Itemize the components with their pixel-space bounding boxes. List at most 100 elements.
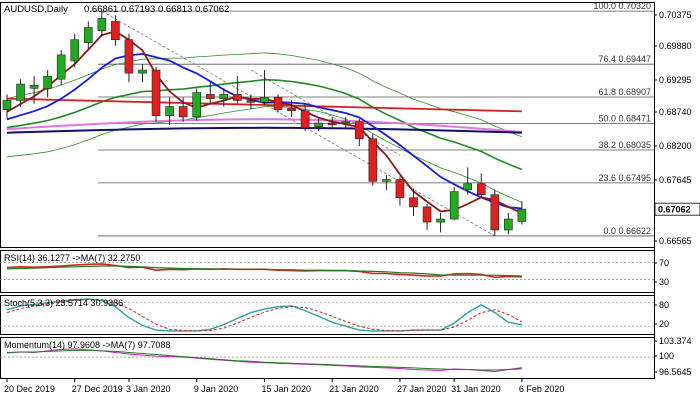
candle-body xyxy=(151,69,161,116)
candle-body xyxy=(138,69,147,74)
date-tick-label: 20 Dec 2019 xyxy=(4,384,55,394)
fibonacci-levels: 100.0 0.70320 76.4 0.69447 61.8 0.68907 50.… xyxy=(90,1,654,237)
candle xyxy=(490,189,500,237)
date-tick-label: 9 Jan 2020 xyxy=(194,384,239,394)
fib-label: 100.0 0.70320 xyxy=(593,1,651,11)
candle xyxy=(260,70,269,105)
ohlc-label: 0.66861 0.67193 0.66813 0.67062 xyxy=(84,4,229,15)
price-tick-label: 0.68740 xyxy=(659,107,692,117)
fib-label: 23.6 0.67495 xyxy=(598,173,651,183)
symbol-label: AUDUSD,Daily xyxy=(4,4,68,15)
candle-body xyxy=(463,183,473,191)
date-tick-label: 27 Dec 2019 xyxy=(72,384,123,394)
indicator-tick-label: 100 xyxy=(659,351,674,361)
candle-body xyxy=(382,179,391,182)
bollinger-upper-line xyxy=(6,52,523,138)
indicator-label: Stoch(5,3,3) 23.5714 30.9386 xyxy=(4,298,123,308)
candle-body xyxy=(233,94,242,101)
indicator-label: Momentum(14) 97.9608 ->MA(7) 97.7088 xyxy=(4,340,170,350)
indicator-tick-label: 30 xyxy=(659,277,669,287)
indicator-series-line xyxy=(6,265,522,277)
candle-body xyxy=(341,121,351,124)
date-tick-label: 3 Jan 2020 xyxy=(126,384,171,394)
pane-frame-0 xyxy=(0,2,655,248)
candle xyxy=(517,201,527,225)
indicator-tick-label: 20 xyxy=(659,319,669,329)
candle-body xyxy=(111,21,120,40)
candle-body xyxy=(490,194,500,231)
candle xyxy=(463,167,473,195)
date-tick-label: 6 Feb 2020 xyxy=(519,384,565,394)
candle-body xyxy=(165,106,174,116)
candle xyxy=(111,15,120,46)
price-tick-label: 0.69880 xyxy=(659,41,692,51)
candle xyxy=(436,212,445,233)
price-tick-label: 0.70375 xyxy=(659,10,692,20)
candle-body xyxy=(16,83,25,101)
price-tick-label: 0.66565 xyxy=(659,236,692,246)
candle-body xyxy=(476,183,486,196)
date-tick-label: 27 Jan 2020 xyxy=(397,384,447,394)
candle-body xyxy=(395,179,405,199)
bollinger-lower-line xyxy=(6,106,523,203)
candle-body xyxy=(327,122,337,126)
candle xyxy=(70,33,80,68)
candle-body xyxy=(504,218,513,231)
candle-body xyxy=(449,191,459,220)
candle-body xyxy=(354,121,364,140)
trendline-dashed xyxy=(101,10,495,237)
candle xyxy=(138,64,147,83)
candle xyxy=(354,118,364,147)
ma-navy-line xyxy=(6,126,522,134)
date-tick-label: 15 Jan 2020 xyxy=(261,384,311,394)
candle-body xyxy=(422,206,432,223)
candle xyxy=(504,212,513,235)
candle-body xyxy=(273,97,283,110)
candle xyxy=(2,94,12,119)
fib-label: 38.2 0.68035 xyxy=(598,140,651,150)
candle xyxy=(368,133,378,186)
candle xyxy=(382,175,391,190)
date-tick-label: 21 Jan 2020 xyxy=(329,384,379,394)
candle-body xyxy=(192,92,201,118)
candle xyxy=(165,97,174,125)
pane-frame-1 xyxy=(0,250,655,293)
candle xyxy=(97,11,107,37)
indicator-tick-label: 96.5645 xyxy=(659,367,692,377)
candle xyxy=(327,116,337,130)
candle-body xyxy=(260,97,269,103)
candle xyxy=(29,76,39,104)
fib-label: 50.0 0.68471 xyxy=(598,114,651,124)
date-tick-label: 31 Jan 2020 xyxy=(451,384,501,394)
candle xyxy=(314,118,323,131)
fib-label: 61.8 0.68907 xyxy=(598,87,651,97)
candle xyxy=(395,176,405,206)
indicator-series-line xyxy=(6,349,522,371)
candle-body xyxy=(246,100,256,103)
candle xyxy=(16,79,25,107)
candle xyxy=(449,187,459,221)
candles xyxy=(2,11,527,237)
candle xyxy=(246,94,256,110)
candle-body xyxy=(56,54,66,80)
candle xyxy=(43,70,52,98)
candle xyxy=(476,173,486,198)
candle-body xyxy=(84,27,93,44)
candle-body xyxy=(43,75,52,89)
candle-body xyxy=(29,84,39,89)
candle-body xyxy=(300,110,310,129)
candle-body xyxy=(368,138,378,182)
indicator-label: RSI(14) 36.1277 ->MA(7) 32.2750 xyxy=(4,253,140,263)
price-tick-label: 0.67645 xyxy=(659,175,692,185)
candle-body xyxy=(178,106,188,118)
fib-label: 76.4 0.69447 xyxy=(598,54,651,64)
pane-frame-3 xyxy=(0,337,655,379)
candle-body xyxy=(205,94,215,99)
candle xyxy=(151,67,161,122)
candle xyxy=(300,103,310,131)
candle xyxy=(205,82,215,104)
candle xyxy=(341,116,351,128)
candle-body xyxy=(97,18,107,31)
candle xyxy=(192,88,201,121)
